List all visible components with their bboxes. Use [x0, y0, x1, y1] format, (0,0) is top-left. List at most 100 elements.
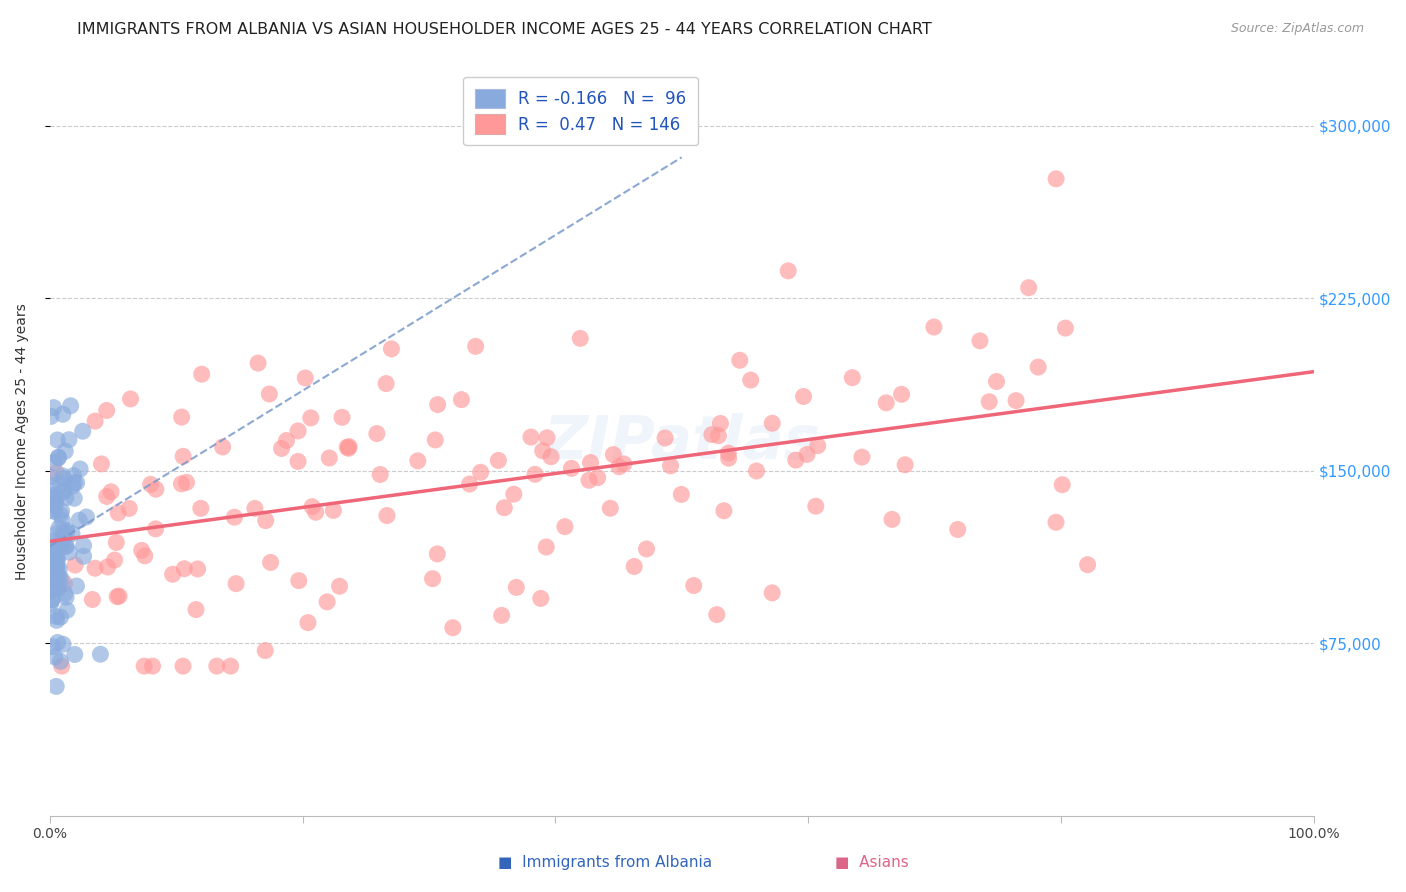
Immigrants from Albania	[41, 582, 63, 597]
Asians	[259, 556, 281, 570]
Asians	[270, 442, 292, 456]
Immigrants from Albania	[58, 433, 80, 447]
Immigrants from Albania	[55, 590, 77, 604]
Immigrants from Albania	[41, 492, 63, 507]
Asians	[131, 543, 153, 558]
Immigrants from Albania	[46, 450, 69, 465]
Immigrants from Albania	[39, 597, 62, 611]
Immigrants from Albania	[52, 483, 75, 498]
Asians	[176, 475, 198, 490]
Asians	[141, 659, 163, 673]
Immigrants from Albania	[52, 637, 75, 651]
Asians	[745, 464, 768, 478]
Immigrants from Albania	[39, 478, 62, 492]
Text: ZIPatlas: ZIPatlas	[543, 412, 820, 472]
Immigrants from Albania	[48, 450, 70, 464]
Immigrants from Albania	[45, 559, 67, 574]
Asians	[841, 370, 863, 384]
Asians	[318, 450, 340, 465]
Immigrants from Albania	[53, 444, 76, 458]
Asians	[470, 465, 492, 479]
Asians	[458, 477, 481, 491]
Immigrants from Albania	[62, 468, 84, 483]
Asians	[426, 547, 449, 561]
Immigrants from Albania	[44, 455, 66, 469]
Immigrants from Albania	[45, 554, 67, 568]
Asians	[969, 334, 991, 348]
Asians	[96, 490, 118, 504]
Text: ■  Immigrants from Albania: ■ Immigrants from Albania	[498, 855, 711, 870]
Immigrants from Albania	[55, 539, 77, 553]
Immigrants from Albania	[42, 542, 65, 557]
Asians	[134, 549, 156, 563]
Asians	[118, 501, 141, 516]
Immigrants from Albania	[52, 469, 75, 483]
Immigrants from Albania	[44, 505, 66, 519]
Asians	[494, 500, 516, 515]
Immigrants from Albania	[39, 503, 62, 517]
Immigrants from Albania	[39, 469, 62, 483]
Asians	[294, 371, 316, 385]
Immigrants from Albania	[44, 551, 66, 566]
Asians	[875, 396, 897, 410]
Asians	[426, 398, 449, 412]
Immigrants from Albania	[75, 510, 97, 524]
Immigrants from Albania	[42, 557, 65, 571]
Immigrants from Albania	[52, 526, 75, 541]
Immigrants from Albania	[72, 549, 94, 564]
Asians	[761, 417, 783, 431]
Immigrants from Albania	[41, 542, 63, 557]
Asians	[299, 410, 322, 425]
Immigrants from Albania	[45, 526, 67, 541]
Immigrants from Albania	[67, 513, 90, 527]
Asians	[145, 482, 167, 496]
Asians	[45, 466, 67, 480]
Asians	[607, 459, 630, 474]
Immigrants from Albania	[65, 579, 87, 593]
Asians	[464, 339, 486, 353]
Immigrants from Albania	[45, 680, 67, 694]
Asians	[520, 430, 543, 444]
Asians	[107, 506, 129, 520]
Asians	[540, 450, 562, 464]
Asians	[120, 392, 142, 406]
Y-axis label: Householder Income Ages 25 - 44 years: Householder Income Ages 25 - 44 years	[15, 303, 30, 581]
Immigrants from Albania	[69, 462, 91, 476]
Asians	[1045, 515, 1067, 529]
Asians	[554, 519, 576, 533]
Asians	[728, 353, 751, 368]
Immigrants from Albania	[41, 593, 63, 607]
Asians	[1026, 360, 1049, 375]
Asians	[796, 447, 818, 461]
Asians	[259, 387, 281, 401]
Asians	[613, 457, 636, 471]
Immigrants from Albania	[45, 491, 67, 505]
Asians	[51, 659, 73, 673]
Asians	[530, 591, 553, 606]
Asians	[425, 433, 447, 447]
Immigrants from Albania	[56, 603, 79, 617]
Asians	[682, 578, 704, 592]
Asians	[636, 541, 658, 556]
Asians	[187, 562, 209, 576]
Asians	[502, 487, 524, 501]
Asians	[368, 467, 391, 482]
Asians	[761, 586, 783, 600]
Asians	[100, 484, 122, 499]
Asians	[807, 439, 830, 453]
Asians	[375, 376, 398, 391]
Asians	[287, 454, 309, 468]
Immigrants from Albania	[46, 582, 69, 596]
Immigrants from Albania	[39, 545, 62, 559]
Asians	[536, 431, 558, 445]
Asians	[894, 458, 917, 472]
Immigrants from Albania	[51, 504, 73, 518]
Asians	[224, 510, 246, 524]
Legend: R = -0.166   N =  96, R =  0.47   N = 146: R = -0.166 N = 96, R = 0.47 N = 146	[463, 77, 697, 145]
Asians	[560, 461, 582, 475]
Asians	[486, 453, 509, 467]
Immigrants from Albania	[46, 433, 69, 447]
Asians	[276, 434, 298, 448]
Immigrants from Albania	[53, 530, 76, 544]
Asians	[569, 331, 592, 345]
